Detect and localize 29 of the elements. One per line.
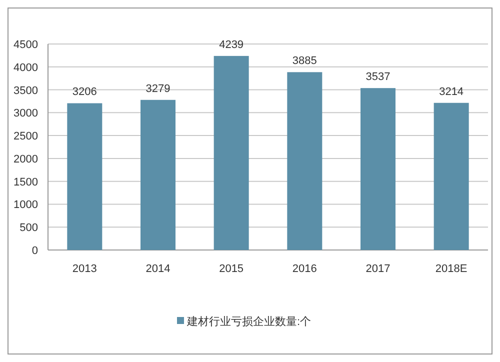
x-tick-label: 2014 bbox=[146, 263, 170, 275]
y-tick-label: 4000 bbox=[14, 62, 38, 74]
x-tick-label: 2018E bbox=[435, 263, 468, 275]
y-tick-label: 2500 bbox=[14, 130, 38, 143]
y-tick-label: 0 bbox=[32, 245, 38, 257]
x-tick-label: 2013 bbox=[72, 263, 97, 275]
y-tick-label: 1000 bbox=[14, 199, 38, 212]
data-label: 3279 bbox=[146, 82, 170, 95]
x-tick-label: 2017 bbox=[366, 263, 390, 275]
y-tick-label: 3000 bbox=[14, 108, 38, 120]
data-label: 3206 bbox=[72, 86, 97, 98]
x-tick-label: 2015 bbox=[219, 263, 244, 275]
y-tick-label: 4500 bbox=[14, 39, 38, 51]
bar bbox=[67, 103, 102, 250]
bar bbox=[360, 88, 396, 250]
data-label: 3214 bbox=[439, 86, 464, 98]
data-label: 3885 bbox=[292, 55, 317, 68]
x-tick-label: 2016 bbox=[292, 263, 317, 275]
data-label: 4239 bbox=[219, 38, 244, 51]
y-tick-label: 2000 bbox=[14, 153, 38, 166]
y-tick-label: 3500 bbox=[14, 84, 38, 97]
y-tick-label: 500 bbox=[20, 222, 38, 234]
bar bbox=[140, 100, 176, 250]
bar bbox=[214, 56, 249, 250]
bar bbox=[434, 102, 469, 250]
legend-label: 建材行业亏损企业数量:个 bbox=[186, 315, 312, 328]
data-label: 3537 bbox=[366, 71, 390, 84]
bar bbox=[287, 72, 322, 250]
y-tick-label: 1500 bbox=[14, 176, 38, 188]
